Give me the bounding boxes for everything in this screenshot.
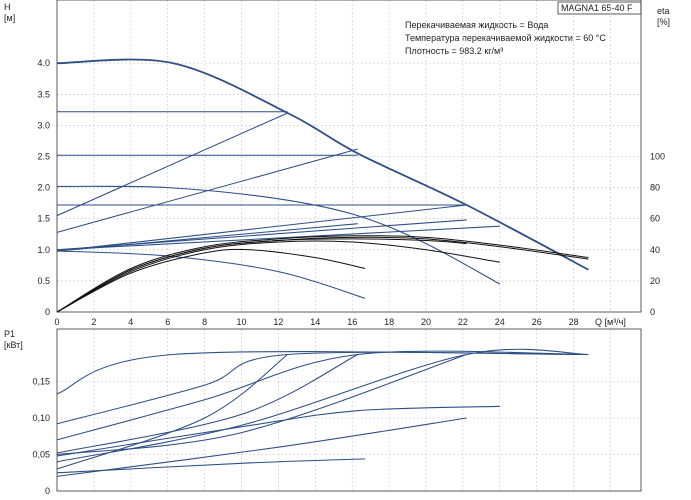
y-tick-label-head: 2.5 (37, 152, 50, 162)
power-curve (56, 354, 467, 456)
head-curves (56, 58, 589, 299)
head-curve (56, 225, 500, 251)
x-tick-label: 6 (165, 317, 170, 327)
y2-axis-unit-eta: [%] (657, 17, 670, 27)
power-curve (56, 348, 589, 463)
efficiency-curve (56, 240, 500, 313)
x-tick-label: 0 (54, 317, 59, 327)
x-tick-label: 18 (384, 317, 394, 327)
y-tick-label-head: 4.0 (37, 58, 50, 68)
head-curve (56, 219, 467, 251)
x-tick-label: 10 (236, 317, 246, 327)
power-curve (56, 354, 288, 470)
x-tick-label: 16 (347, 317, 357, 327)
power-curves (56, 348, 589, 477)
x-tick-label: 2 (91, 317, 96, 327)
y-axis-unit-head: [м] (4, 13, 15, 23)
head-tick-labels: 0 2 4 6 8 10 12 14 16 18 20 22 24 26 2800.51.01.52.02.… (37, 58, 665, 327)
y2-tick-label-eta: 60 (650, 214, 660, 224)
x-tick-label: 14 (310, 317, 320, 327)
power-curve (56, 350, 589, 441)
y-tick-label-head: 0.5 (37, 276, 50, 286)
y-tick-label-power: 0,15 (32, 377, 50, 387)
power-curve (56, 417, 467, 477)
head-curve (56, 250, 366, 299)
x-tick-label: 8 (202, 317, 207, 327)
efficiency-curve (56, 248, 366, 313)
power-curve (56, 354, 358, 454)
power-curve (56, 351, 589, 425)
x-tick-label: 24 (495, 317, 505, 327)
x-axis-label: Q [м³/ч] (595, 317, 626, 327)
y-axis-unit-power: [кВт] (4, 340, 23, 350)
y2-tick-label-eta: 100 (650, 152, 665, 162)
efficiency-curve (56, 236, 589, 313)
head-curve (56, 112, 288, 217)
x-tick-label: 26 (532, 317, 542, 327)
head-curve (56, 204, 467, 252)
power-plot-frame (56, 328, 642, 492)
x-tick-label: 20 (421, 317, 431, 327)
head-curve (56, 58, 589, 271)
head-grid (57, 0, 641, 312)
chart-title: MAGNA1 65-40 F (561, 3, 633, 13)
y2-tick-label-eta: 40 (650, 245, 660, 255)
y-tick-label-head: 3.0 (37, 120, 50, 130)
y-tick-label-head: 0 (45, 307, 50, 317)
head-plot-frame (56, 0, 642, 313)
y-axis-label-power: P1 (4, 329, 15, 339)
note-temperature: Температура перекачиваемой жидкости = 60… (405, 33, 606, 43)
x-tick-label: 28 (569, 317, 579, 327)
efficiency-curve (56, 238, 467, 313)
x-tick-label: 4 (128, 317, 133, 327)
y-tick-label-head: 1.5 (37, 214, 50, 224)
y-tick-label-head: 1.0 (37, 245, 50, 255)
y-tick-label-power: 0 (45, 486, 50, 496)
note-liquid: Перекачиваемая жидкость = Вода (405, 20, 548, 30)
head-curve (56, 185, 501, 285)
note-density: Плотность = 983.2 кг/м³ (405, 46, 503, 56)
y-tick-label-power: 0,10 (32, 413, 50, 423)
y-tick-label-head: 2.0 (37, 183, 50, 193)
y2-axis-label-eta: eta (657, 6, 670, 16)
y2-tick-label-eta: 0 (650, 307, 655, 317)
head-curve (56, 148, 358, 233)
y-axis-label-head: H (4, 2, 11, 12)
y-tick-label-power: 0,05 (32, 450, 50, 460)
power-tick-labels: 0 0,05 0,10 0,15 (32, 377, 50, 497)
y-tick-label-head: 3.5 (37, 89, 50, 99)
x-tick-label: 22 (458, 317, 468, 327)
power-curve (56, 405, 500, 457)
y2-tick-label-eta: 20 (650, 276, 660, 286)
power-curve (56, 351, 589, 395)
efficiency-curves (56, 235, 589, 313)
y2-tick-label-eta: 80 (650, 183, 660, 193)
efficiency-curve (56, 235, 589, 313)
x-tick-label: 12 (273, 317, 283, 327)
